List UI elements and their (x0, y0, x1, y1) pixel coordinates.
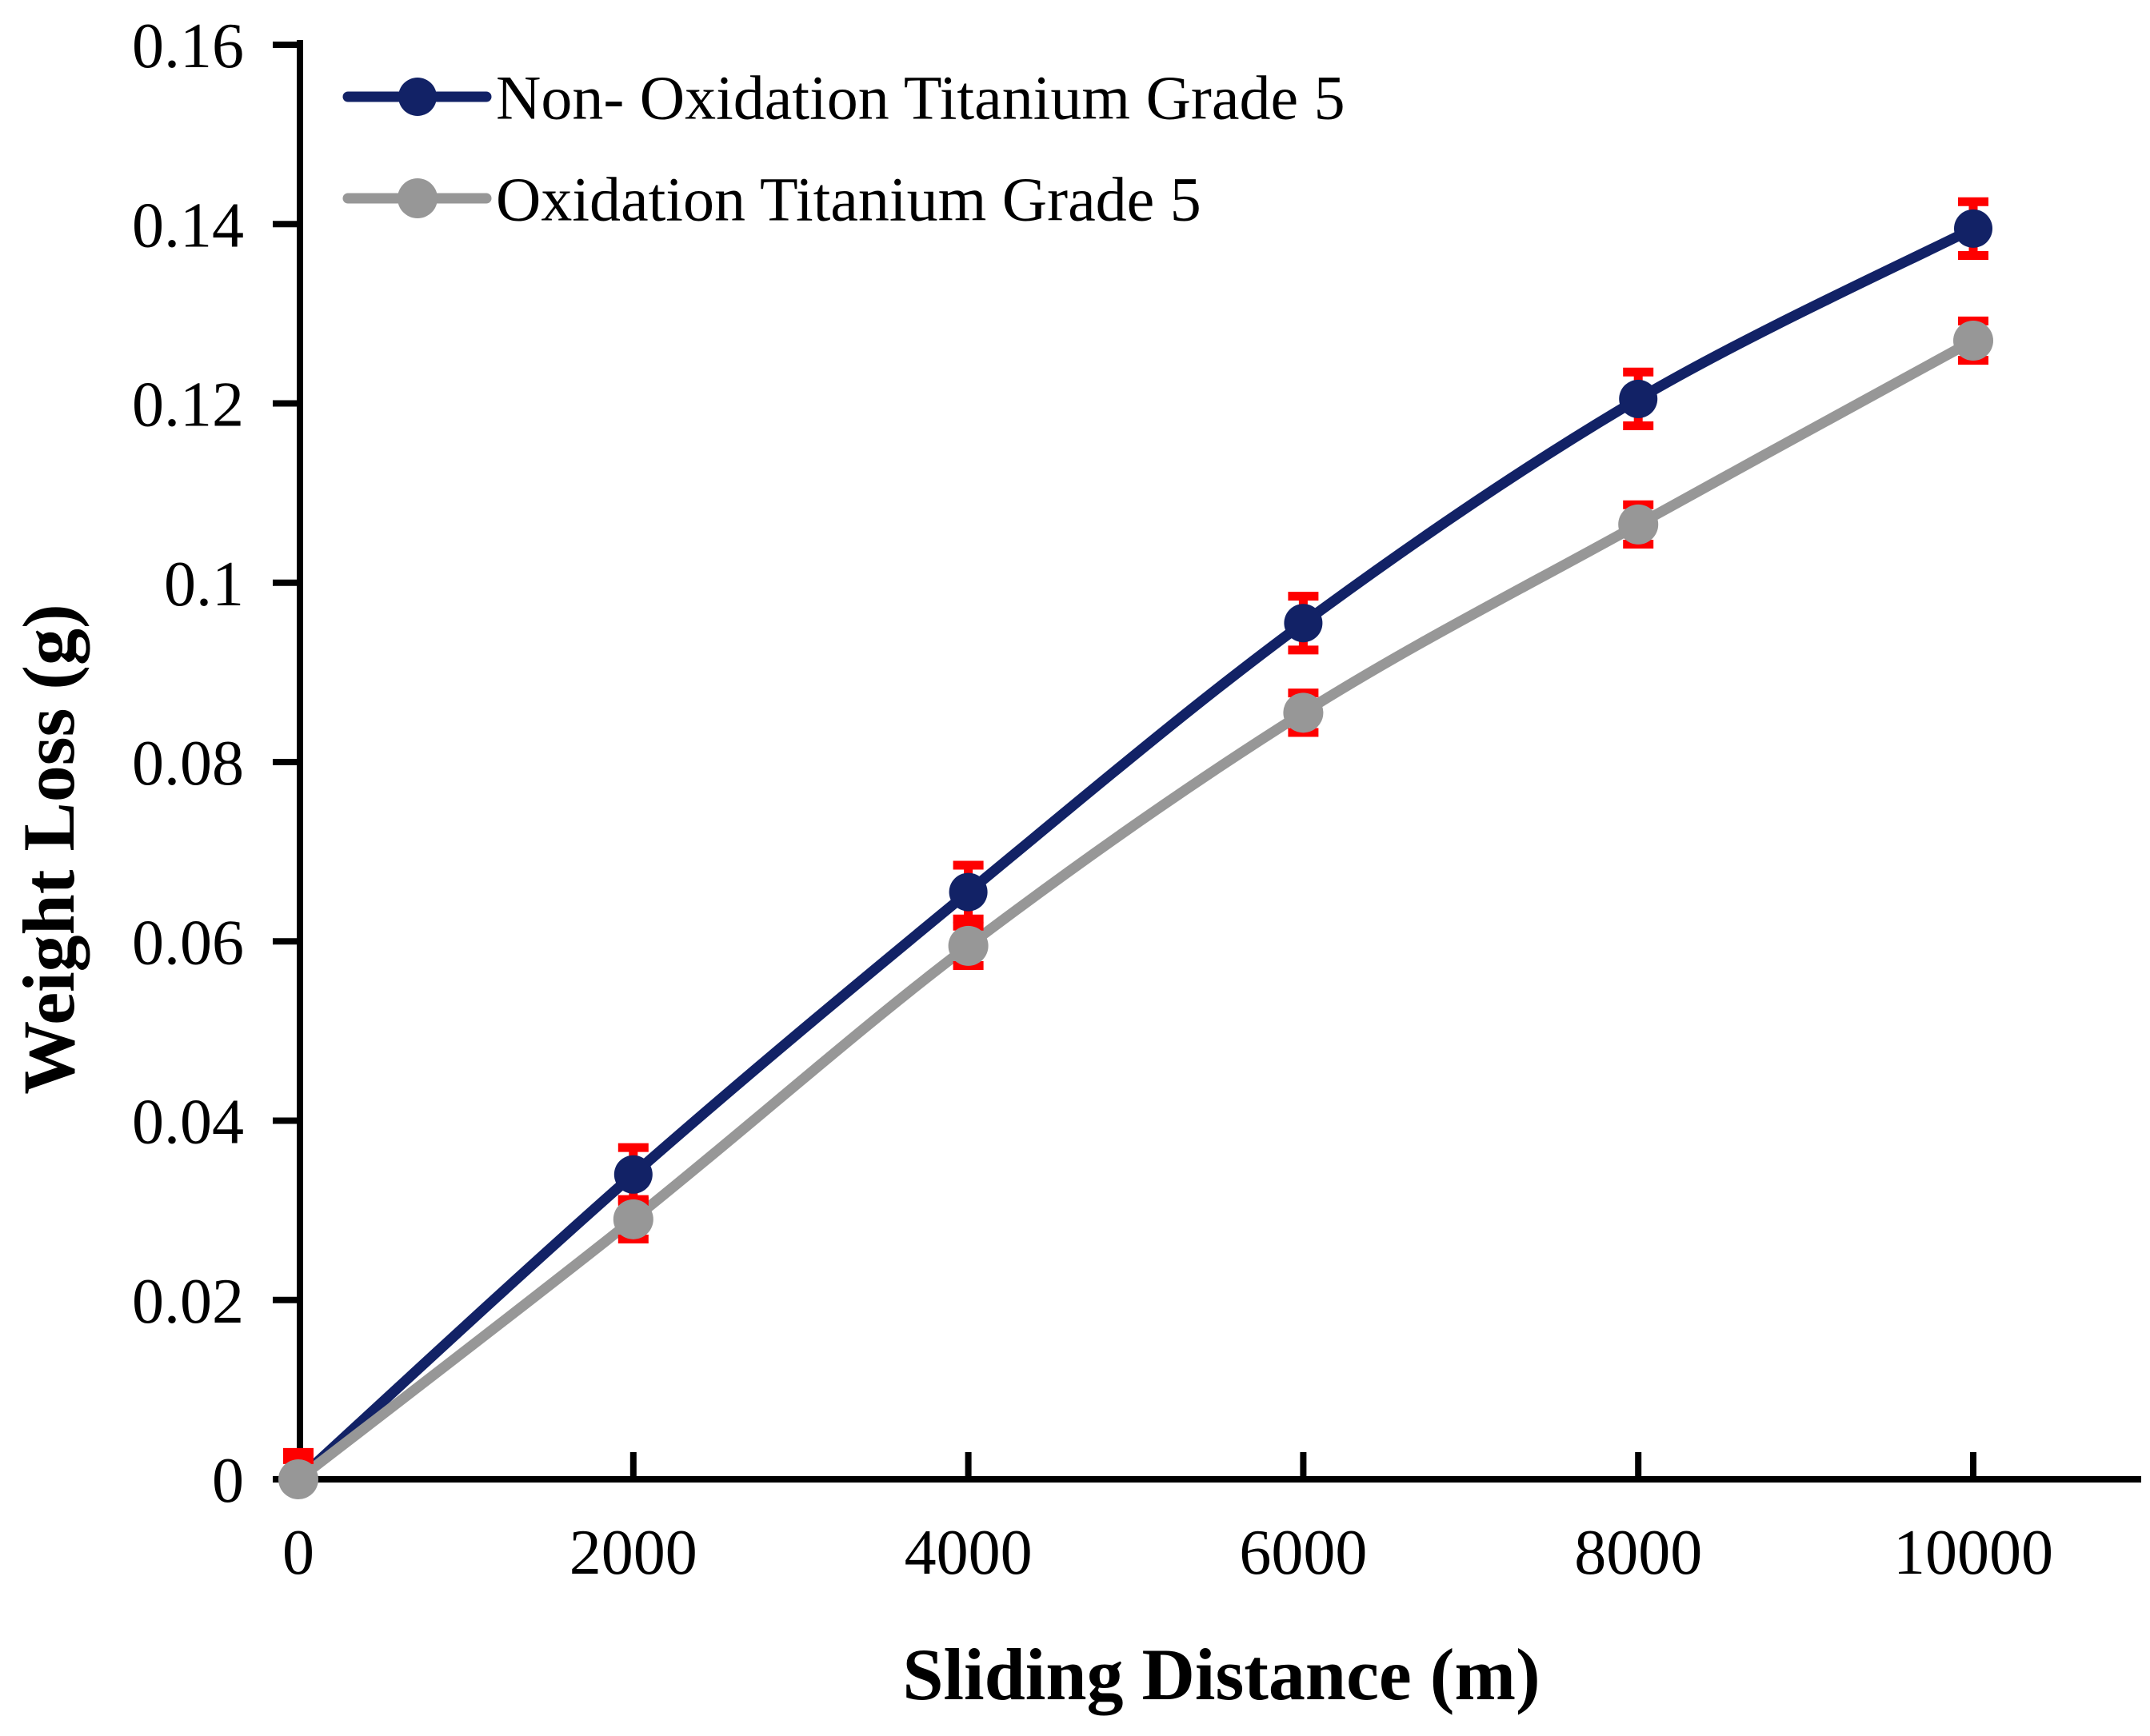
data-point-marker-series-0 (1954, 209, 1992, 248)
legend-label: Oxidation Titanium Grade 5 (496, 164, 1201, 233)
y-tick-label: 0.06 (132, 908, 244, 978)
y-tick-label: 0.16 (132, 11, 244, 82)
legend-label: Non- Oxidation Titanium Grade 5 (496, 62, 1345, 132)
data-point-marker-series-1 (613, 1199, 653, 1239)
y-tick-label: 0.02 (132, 1267, 244, 1337)
y-tick-label: 0.1 (164, 549, 244, 620)
y-tick-label: 0.14 (132, 190, 244, 261)
data-point-marker-series-1 (1953, 321, 1993, 361)
x-tick-label: 10000 (1893, 1518, 2053, 1588)
data-point-marker-series-1 (278, 1459, 318, 1499)
x-tick-label: 8000 (1574, 1518, 1702, 1588)
x-tick-label: 0 (282, 1518, 314, 1588)
x-axis-title: Sliding Distance (m) (902, 1634, 1540, 1715)
y-tick-label: 0.08 (132, 728, 244, 799)
legend-marker-icon (398, 178, 438, 218)
y-tick-label: 0.12 (132, 370, 244, 441)
data-point-marker-series-1 (948, 925, 989, 966)
data-point-marker-series-1 (1283, 692, 1324, 733)
series-line-0 (293, 223, 1979, 1485)
data-point-marker-series-0 (1619, 379, 1658, 418)
y-tick-label: 0.04 (132, 1087, 244, 1158)
series-line-1 (293, 335, 1979, 1485)
x-tick-label: 6000 (1239, 1518, 1367, 1588)
legend-item: Oxidation Titanium Grade 5 (342, 164, 1201, 233)
data-point-marker-series-1 (1618, 504, 1659, 545)
y-tick-label: 0 (212, 1446, 244, 1516)
data-point-marker-series-0 (1284, 604, 1323, 643)
y-axis-title: Weight Loss (g) (8, 604, 90, 1094)
legend-marker-icon (398, 78, 437, 116)
x-tick-label: 4000 (905, 1518, 1033, 1588)
legend-group: Non- Oxidation Titanium Grade 5 Oxidation… (342, 62, 1345, 233)
data-point-marker-series-0 (613, 1155, 653, 1194)
x-tick-label: 2000 (569, 1518, 697, 1588)
axes-group: 0 0.02 0.04 0.06 0.08 0.1 0.12 0.14 0.16 0 2000 400… (132, 11, 2141, 1588)
series-group (278, 197, 1993, 1499)
data-point-marker-series-0 (949, 872, 988, 912)
legend-item: Non- Oxidation Titanium Grade 5 (342, 62, 1345, 132)
